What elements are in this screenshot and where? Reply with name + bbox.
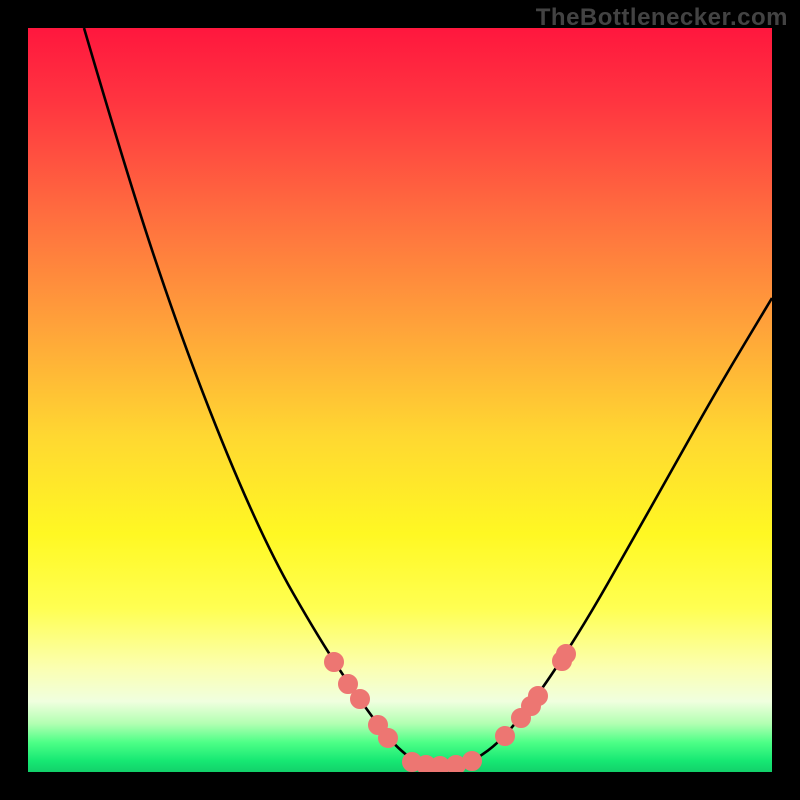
marker-point [496, 727, 515, 746]
chart-frame: TheBottlenecker.com [0, 0, 800, 800]
gradient-background [28, 28, 772, 772]
marker-point [557, 645, 576, 664]
marker-point [325, 653, 344, 672]
marker-point [379, 729, 398, 748]
marker-point [529, 687, 548, 706]
marker-point [351, 690, 370, 709]
plot-area [28, 28, 772, 772]
watermark-text: TheBottlenecker.com [536, 4, 788, 32]
marker-point [463, 752, 482, 771]
